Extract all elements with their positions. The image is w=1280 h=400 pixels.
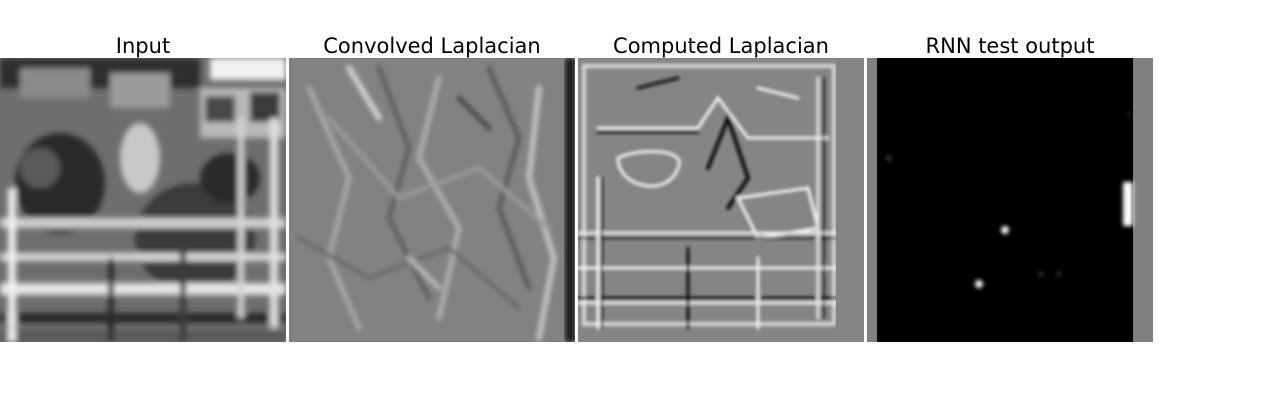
panel-title-convolved-laplacian: Convolved Laplacian — [323, 34, 541, 58]
computed-laplacian-image — [578, 58, 864, 342]
convolved-laplacian-image — [289, 58, 575, 342]
panel-convolved-laplacian: Convolved Laplacian — [289, 0, 575, 342]
panel-title-rnn-test-output: RNN test output — [925, 34, 1095, 58]
rnn-test-output-image — [867, 58, 1153, 342]
panel-rnn-test-output: RNN test output — [867, 0, 1153, 342]
panel-title-computed-laplacian: Computed Laplacian — [613, 34, 829, 58]
panel-title-input: Input — [115, 34, 171, 58]
input-image — [0, 58, 286, 342]
panel-input: Input — [0, 0, 286, 342]
panel-computed-laplacian: Computed Laplacian — [578, 0, 864, 342]
